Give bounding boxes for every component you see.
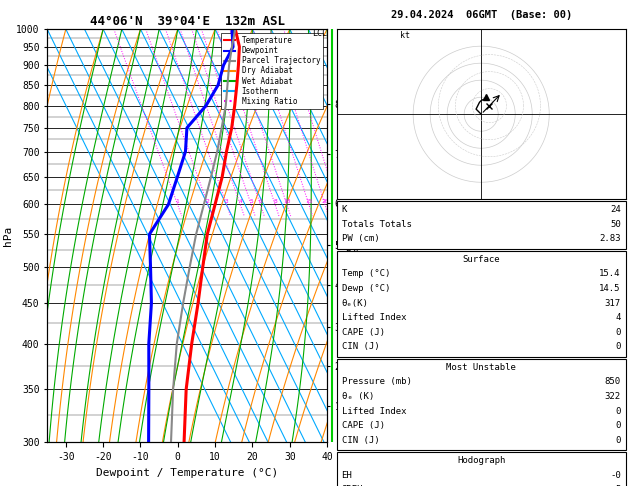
Text: 0: 0 [615, 421, 621, 430]
Text: 20: 20 [321, 199, 329, 205]
Text: 4: 4 [615, 313, 621, 322]
Text: 6: 6 [259, 199, 262, 205]
Text: CAPE (J): CAPE (J) [342, 421, 384, 430]
Title: 44°06'N  39°04'E  132m ASL: 44°06'N 39°04'E 132m ASL [89, 15, 285, 28]
Text: PW (cm): PW (cm) [342, 235, 379, 243]
Legend: Temperature, Dewpoint, Parcel Trajectory, Dry Adiabat, Wet Adiabat, Isotherm, Mi: Temperature, Dewpoint, Parcel Trajectory… [221, 33, 323, 109]
Text: 0: 0 [615, 343, 621, 351]
Text: CIN (J): CIN (J) [342, 343, 379, 351]
Text: 317: 317 [604, 298, 621, 308]
X-axis label: Dewpoint / Temperature (°C): Dewpoint / Temperature (°C) [96, 468, 278, 478]
Text: Surface: Surface [462, 255, 500, 264]
Text: 14.5: 14.5 [599, 284, 621, 293]
Text: kt: kt [399, 31, 409, 40]
Text: 1: 1 [175, 199, 179, 205]
Text: 4: 4 [238, 199, 242, 205]
Text: LCL: LCL [312, 29, 327, 38]
Text: Hodograph: Hodograph [457, 456, 505, 465]
Text: 5: 5 [249, 199, 253, 205]
Text: Most Unstable: Most Unstable [446, 363, 516, 372]
Text: CIN (J): CIN (J) [342, 435, 379, 445]
Y-axis label: km
ASL: km ASL [346, 236, 362, 255]
Text: K: K [342, 205, 347, 214]
Text: 0: 0 [615, 435, 621, 445]
Text: θₑ(K): θₑ(K) [342, 298, 369, 308]
Text: 2.83: 2.83 [599, 235, 621, 243]
Text: © weatheronline.co.uk: © weatheronline.co.uk [429, 474, 533, 484]
Text: 850: 850 [604, 377, 621, 386]
Text: 15: 15 [305, 199, 313, 205]
Text: 0: 0 [615, 328, 621, 337]
Text: SREH: SREH [342, 485, 363, 486]
Text: 2: 2 [206, 199, 209, 205]
Text: 322: 322 [604, 392, 621, 401]
Text: Lifted Index: Lifted Index [342, 313, 406, 322]
Text: 10: 10 [283, 199, 291, 205]
Text: Temp (°C): Temp (°C) [342, 269, 390, 278]
Text: 5: 5 [615, 485, 621, 486]
Text: 0: 0 [615, 406, 621, 416]
Text: Pressure (mb): Pressure (mb) [342, 377, 411, 386]
Text: 24: 24 [610, 205, 621, 214]
Text: 29.04.2024  06GMT  (Base: 00): 29.04.2024 06GMT (Base: 00) [391, 10, 572, 20]
Text: 15.4: 15.4 [599, 269, 621, 278]
Text: CAPE (J): CAPE (J) [342, 328, 384, 337]
Text: θₑ (K): θₑ (K) [342, 392, 374, 401]
Text: 8: 8 [273, 199, 277, 205]
Text: 3: 3 [225, 199, 228, 205]
Text: 50: 50 [610, 220, 621, 229]
Text: -0: -0 [610, 470, 621, 480]
Text: Totals Totals: Totals Totals [342, 220, 411, 229]
Y-axis label: hPa: hPa [3, 226, 13, 246]
Text: Lifted Index: Lifted Index [342, 406, 406, 416]
Text: EH: EH [342, 470, 352, 480]
Text: Dewp (°C): Dewp (°C) [342, 284, 390, 293]
